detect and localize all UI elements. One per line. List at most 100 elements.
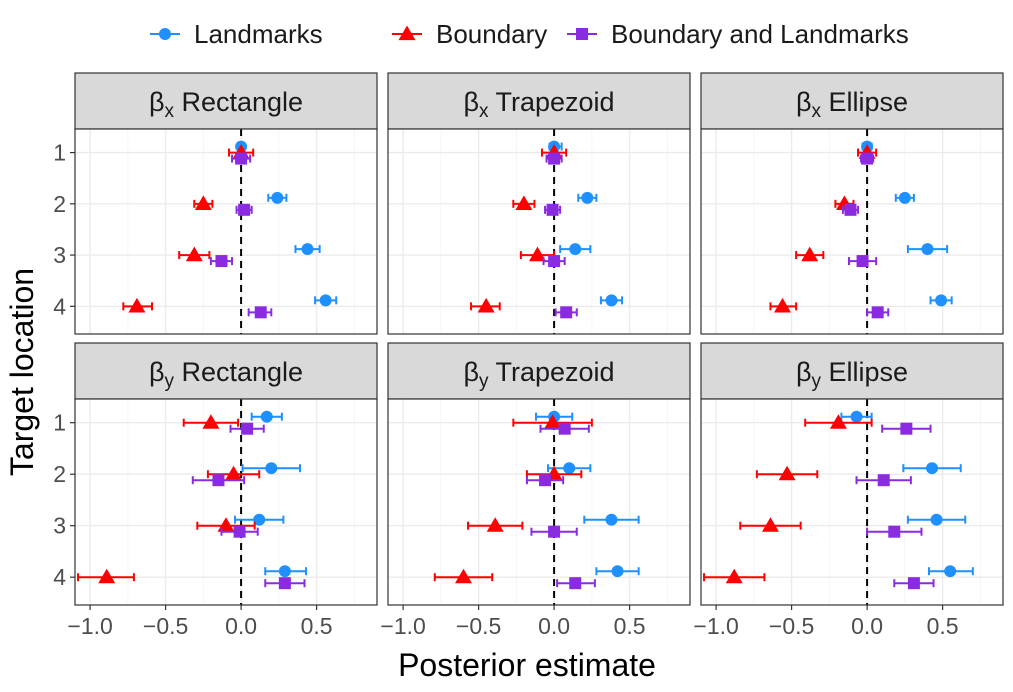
panel-background bbox=[388, 399, 690, 605]
panel-background bbox=[701, 399, 1003, 605]
legend-item: Landmarks bbox=[150, 19, 323, 49]
data-point-triangle bbox=[185, 246, 203, 262]
panel-background bbox=[388, 129, 690, 334]
facet-title: βx Trapezoid bbox=[463, 87, 614, 122]
legend-key-square-icon bbox=[576, 28, 588, 40]
data-point-square bbox=[278, 577, 291, 590]
x-tick-label: 0.0 bbox=[225, 613, 257, 639]
data-point-circle bbox=[581, 191, 594, 204]
x-tick-label: −0.5 bbox=[456, 613, 501, 639]
legend-label: Boundary and Landmarks bbox=[611, 19, 909, 49]
data-point-circle bbox=[898, 191, 911, 204]
data-point-triangle bbox=[477, 297, 495, 313]
data-point-circle bbox=[301, 243, 314, 256]
panel-background bbox=[701, 129, 1003, 334]
data-point-square bbox=[871, 306, 884, 319]
data-point-square bbox=[233, 525, 246, 538]
facet-strip bbox=[74, 342, 378, 400]
panel-background bbox=[75, 399, 377, 605]
data-point-triangle bbox=[544, 414, 562, 429]
data-point-circle bbox=[944, 565, 957, 578]
y-axis-title: Target location bbox=[4, 268, 40, 476]
x-tick-label: 0.0 bbox=[538, 613, 570, 639]
data-point-triangle bbox=[801, 246, 819, 262]
facet-panel: βx Rectangle 1 2 3 4 bbox=[53, 72, 378, 335]
data-point-square bbox=[548, 255, 561, 268]
facet-title: βy Rectangle bbox=[149, 357, 303, 392]
x-tick-label: 0.5 bbox=[614, 613, 646, 639]
legend-label: Landmarks bbox=[194, 19, 323, 49]
data-point-triangle bbox=[194, 195, 212, 210]
data-point-triangle bbox=[515, 195, 533, 210]
y-tick-label: 4 bbox=[53, 564, 66, 590]
data-point-square bbox=[569, 577, 582, 590]
data-point-square bbox=[844, 203, 857, 216]
data-point-square bbox=[215, 255, 228, 268]
y-tick-label: 3 bbox=[53, 513, 66, 539]
data-point-circle bbox=[921, 243, 934, 256]
data-point-circle bbox=[605, 513, 618, 526]
data-point-circle bbox=[278, 565, 291, 578]
x-tick-label: −0.5 bbox=[143, 613, 188, 639]
data-point-square bbox=[560, 306, 573, 319]
data-point-square bbox=[238, 203, 251, 216]
data-point-circle bbox=[271, 191, 284, 204]
data-point-circle bbox=[260, 410, 273, 423]
data-point-triangle bbox=[486, 517, 504, 532]
data-point-square bbox=[548, 525, 561, 538]
facet-title: βx Ellipse bbox=[796, 87, 908, 122]
legend-key-triangle-icon bbox=[398, 25, 416, 41]
data-point-circle bbox=[850, 410, 863, 423]
x-tick-label: 0.0 bbox=[851, 613, 883, 639]
data-point-square bbox=[546, 203, 559, 216]
data-point-circle bbox=[926, 462, 939, 475]
data-point-triangle bbox=[98, 568, 116, 584]
x-tick-label: −1.0 bbox=[380, 613, 425, 639]
facet-strip bbox=[700, 72, 1004, 130]
data-point-square bbox=[235, 152, 248, 165]
data-point-triangle bbox=[725, 568, 743, 584]
x-tick-label: −0.5 bbox=[769, 613, 814, 639]
data-point-circle bbox=[265, 462, 278, 475]
data-point-square bbox=[241, 422, 254, 435]
data-point-circle bbox=[611, 565, 624, 578]
legend: Landmarks Boundary Boundary and Landmarks bbox=[150, 19, 909, 49]
y-tick-label: 2 bbox=[53, 461, 66, 487]
panel-border bbox=[387, 128, 691, 335]
legend-key-circle-icon bbox=[159, 28, 171, 40]
panel-background bbox=[75, 129, 377, 334]
panel-border bbox=[387, 398, 691, 606]
legend-item: Boundary and Landmarks bbox=[567, 19, 909, 49]
data-point-square bbox=[900, 422, 913, 435]
x-tick-label: −1.0 bbox=[67, 613, 112, 639]
y-tick-label: 4 bbox=[53, 293, 66, 319]
facet-strip bbox=[700, 342, 1004, 400]
panel-border bbox=[74, 398, 378, 606]
data-point-triangle bbox=[455, 568, 472, 584]
data-point-circle bbox=[563, 462, 576, 475]
data-point-circle bbox=[935, 294, 948, 307]
x-tick-label: 0.5 bbox=[301, 613, 333, 639]
y-tick-label: 3 bbox=[53, 242, 66, 268]
y-tick-label: 2 bbox=[53, 191, 66, 217]
facet-panel: βx Ellipse bbox=[700, 72, 1004, 335]
data-point-circle bbox=[319, 294, 332, 307]
facet-title: βy Ellipse bbox=[796, 357, 908, 392]
panel-border bbox=[700, 128, 1004, 335]
facet-panel: βy Rectangle 1 2 3 4−1.0 −0.5 0.0 0.5 bbox=[53, 342, 378, 639]
facet-panel: βx Trapezoid bbox=[387, 72, 691, 335]
facet-strip bbox=[74, 72, 378, 130]
legend-label: Boundary bbox=[436, 19, 547, 49]
data-point-circle bbox=[569, 243, 582, 256]
x-axis-title: Posterior estimate bbox=[398, 647, 656, 683]
data-point-circle bbox=[605, 294, 618, 307]
facet-strip bbox=[387, 72, 691, 130]
data-point-circle bbox=[930, 513, 943, 526]
data-point-square bbox=[558, 422, 571, 435]
data-point-triangle bbox=[778, 465, 796, 481]
facet-panel: βy Trapezoid −1.0 −0.5 0.0 0.5 bbox=[380, 342, 691, 639]
data-point-square bbox=[877, 474, 890, 487]
x-tick-label: 0.5 bbox=[927, 613, 959, 639]
data-point-circle bbox=[253, 513, 266, 526]
